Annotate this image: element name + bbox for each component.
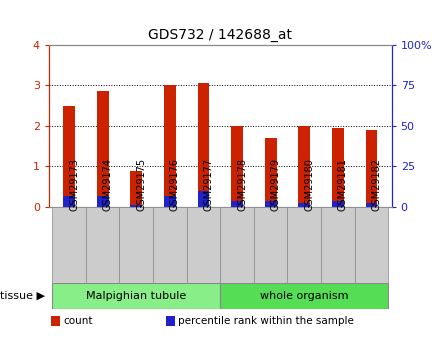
Text: GSM29176: GSM29176 [170,158,180,211]
Bar [355,207,388,283]
Bar [97,91,109,207]
Title: GDS732 / 142688_at: GDS732 / 142688_at [148,28,292,42]
Bar [63,106,75,207]
Bar [120,207,153,283]
Bar [299,203,310,207]
Bar [166,316,175,326]
Text: GSM29175: GSM29175 [136,158,146,211]
Text: GSM29182: GSM29182 [372,158,381,211]
Text: GSM29179: GSM29179 [271,158,281,211]
Bar [53,207,86,283]
Bar [265,201,276,207]
Bar [265,138,276,207]
Bar [220,283,388,309]
Text: GSM29178: GSM29178 [237,158,247,211]
Text: count: count [64,316,93,326]
Bar [321,207,355,283]
Bar [231,126,243,207]
Text: GSM29180: GSM29180 [304,158,314,211]
Bar [365,130,377,207]
Bar [198,83,209,207]
Bar [52,316,60,326]
Bar [220,207,254,283]
Bar [332,201,344,207]
Bar [198,191,209,207]
Bar [365,203,377,207]
Text: whole organism: whole organism [260,291,348,301]
Bar [231,201,243,207]
Bar [53,283,220,309]
Bar [86,207,120,283]
Text: GSM29174: GSM29174 [103,158,113,211]
Bar [130,170,142,207]
Bar [164,196,176,207]
Text: percentile rank within the sample: percentile rank within the sample [178,316,354,326]
Bar [164,86,176,207]
Bar [332,128,344,207]
Bar [153,207,187,283]
Bar [63,196,75,207]
Text: tissue ▶: tissue ▶ [0,291,44,301]
Bar [130,205,142,207]
Text: GSM29181: GSM29181 [338,158,348,211]
Text: GSM29173: GSM29173 [69,158,79,211]
Text: GSM29177: GSM29177 [203,158,214,211]
Bar [254,207,287,283]
Bar [299,126,310,207]
Text: Malpighian tubule: Malpighian tubule [86,291,186,301]
Bar [287,207,321,283]
Bar [97,196,109,207]
Bar [187,207,220,283]
